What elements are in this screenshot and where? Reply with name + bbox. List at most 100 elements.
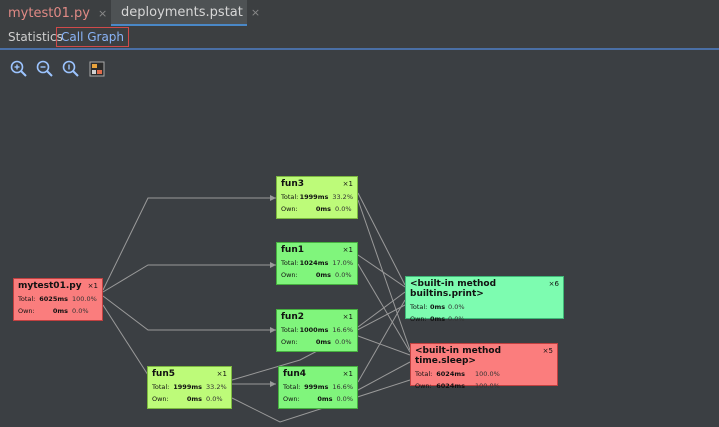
node-name: fun1 <box>281 245 304 255</box>
node-name: fun4 <box>283 369 306 379</box>
node-name: <built-in method builtins.print> <box>410 279 497 299</box>
call-count: ×5 <box>542 347 553 355</box>
call-count: ×1 <box>342 246 353 254</box>
own-label: Own: <box>410 315 427 323</box>
total-percent: 16.6% <box>332 326 353 334</box>
tab-call-graph[interactable]: Call Graph <box>56 27 130 47</box>
node-fun5[interactable]: fun5 ×1 Total: 1999ms 33.2% Own: 0ms 0.0% <box>147 366 232 409</box>
total-time: 999ms <box>304 383 329 391</box>
node-builtins-print[interactable]: <built-in method builtins.print> ×6 Tota… <box>405 276 564 323</box>
edge-arrow <box>270 195 276 201</box>
edge-arrow <box>270 381 276 387</box>
zoom-in-icon[interactable] <box>10 60 28 78</box>
call-count: ×1 <box>342 180 353 188</box>
edge <box>357 199 411 351</box>
total-percent: 33.2% <box>206 383 227 391</box>
close-icon[interactable]: × <box>97 6 108 20</box>
node-time-sleep[interactable]: <built-in method time.sleep> ×5 Total: 60… <box>410 343 558 390</box>
own-percent: 0.0% <box>335 338 352 346</box>
total-percent: 0.0% <box>448 303 465 311</box>
own-label: Own: <box>281 205 298 213</box>
own-time: 0ms <box>315 338 331 346</box>
own-time: 0ms <box>317 395 333 403</box>
edge <box>357 254 406 288</box>
node-name: mytest01.py <box>18 281 82 291</box>
call-count: ×1 <box>216 370 227 378</box>
call-count: ×1 <box>342 313 353 321</box>
total-percent: 100.0% <box>72 295 97 303</box>
node-name: fun5 <box>152 369 175 379</box>
zoom-reset-icon[interactable] <box>62 60 80 78</box>
layout-icon[interactable] <box>88 60 106 78</box>
edge <box>102 197 276 291</box>
node-name: fun2 <box>281 312 304 322</box>
node-fun4[interactable]: fun4 ×1 Total: 999ms 16.6% Own: 0ms 0.0% <box>278 366 358 409</box>
call-count: ×1 <box>87 282 98 290</box>
view-tab-bar: Statistics Call Graph <box>0 27 719 50</box>
total-label: Total: <box>410 303 428 311</box>
own-time: 6024ms <box>436 382 465 390</box>
edge <box>231 304 406 381</box>
total-label: Total: <box>415 370 433 378</box>
own-time: 0ms <box>186 395 202 403</box>
own-label: Own: <box>18 307 35 315</box>
own-label: Own: <box>415 382 432 390</box>
node-fun1[interactable]: fun1 ×1 Total: 1024ms 17.0% Own: 0ms 0.0% <box>276 242 358 285</box>
node-fun3[interactable]: fun3 ×1 Total: 1999ms 33.2% Own: 0ms 0.0% <box>276 176 358 219</box>
node-name: fun3 <box>281 179 304 189</box>
own-label: Own: <box>281 338 298 346</box>
edge <box>231 379 411 423</box>
own-label: Own: <box>152 395 169 403</box>
node-name: <built-in method time.sleep> <box>415 346 502 366</box>
own-time: 0ms <box>315 205 331 213</box>
own-percent: 0.0% <box>335 271 352 279</box>
call-count: ×1 <box>342 370 353 378</box>
total-time: 6025ms <box>39 295 68 303</box>
own-percent: 0.0% <box>448 315 465 323</box>
own-percent: 0.0% <box>206 395 223 403</box>
total-percent: 16.6% <box>332 383 353 391</box>
tab-statistics[interactable]: Statistics <box>8 30 63 44</box>
close-icon[interactable]: × <box>250 5 261 19</box>
edge-arrow <box>270 327 276 333</box>
own-label: Own: <box>283 395 300 403</box>
edge <box>102 304 149 376</box>
total-label: Total: <box>281 326 299 334</box>
edge <box>357 291 406 328</box>
total-label: Total: <box>152 383 170 391</box>
total-percent: 17.0% <box>332 259 353 267</box>
edge <box>357 361 411 391</box>
graph-toolbar <box>10 60 106 78</box>
total-time: 1999ms <box>173 383 202 391</box>
own-time: 0ms <box>52 307 68 315</box>
total-time: 1000ms <box>299 326 329 334</box>
total-time: 6024ms <box>436 370 465 378</box>
own-time: 0ms <box>315 271 331 279</box>
tab-deployments-pstat[interactable]: deployments.pstat × <box>111 0 260 26</box>
node-mytest01[interactable]: mytest01.py ×1 Total: 6025ms 100.0% Own: 0m… <box>13 278 103 321</box>
total-time: 1024ms <box>299 259 329 267</box>
own-percent: 0.0% <box>336 395 353 403</box>
own-time: 0ms <box>430 315 446 323</box>
zoom-out-icon[interactable] <box>36 60 54 78</box>
editor-tab-bar: mytest01.py × deployments.pstat × <box>0 0 719 28</box>
own-percent: 100.0% <box>475 382 500 390</box>
edge <box>357 299 406 383</box>
total-label: Total: <box>283 383 301 391</box>
edge <box>357 335 411 356</box>
edge <box>102 295 276 331</box>
tab-mytest01[interactable]: mytest01.py × <box>4 0 108 26</box>
tab-label: deployments.pstat <box>121 4 243 20</box>
total-label: Total: <box>18 295 36 303</box>
total-percent: 100.0% <box>475 370 500 378</box>
tab-label: mytest01.py <box>8 5 90 21</box>
edge <box>102 264 276 293</box>
edge-arrow <box>270 262 276 268</box>
call-count: ×6 <box>548 280 559 288</box>
total-label: Total: <box>281 259 299 267</box>
node-fun2[interactable]: fun2 ×1 Total: 1000ms 16.6% Own: 0ms 0.0% <box>276 309 358 352</box>
total-label: Total: <box>281 193 299 201</box>
total-time: 1999ms <box>299 193 329 201</box>
own-percent: 0.0% <box>335 205 352 213</box>
